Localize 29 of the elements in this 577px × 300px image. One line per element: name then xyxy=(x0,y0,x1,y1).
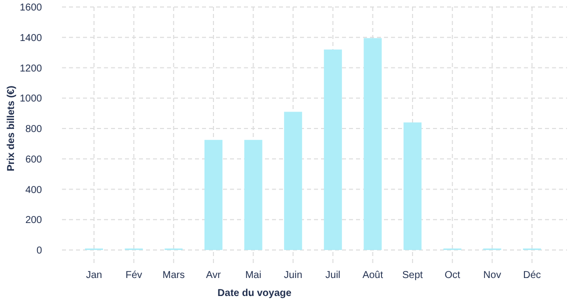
x-tick-label: Juil xyxy=(325,270,340,281)
y-tick-label: 400 xyxy=(25,184,42,196)
x-tick-label: Mai xyxy=(245,270,262,281)
x-tick-label: Jan xyxy=(86,270,102,281)
x-tick-label: Avr xyxy=(206,270,222,281)
y-tick-label: 1000 xyxy=(20,94,42,105)
y-tick-label: 600 xyxy=(25,154,42,166)
y-tick-label: 1600 xyxy=(20,2,42,14)
bar xyxy=(324,50,342,250)
y-tick-label: 200 xyxy=(25,215,42,226)
bar xyxy=(364,38,382,250)
x-tick-label: Déc xyxy=(523,270,541,281)
bar xyxy=(244,140,262,250)
y-tick-label: 0 xyxy=(36,246,42,256)
y-axis-title: Prix des billets (€) xyxy=(6,86,17,172)
x-tick-label: Juin xyxy=(284,270,302,281)
bar xyxy=(284,112,302,250)
y-tick-label: 1400 xyxy=(20,32,42,44)
x-tick-label: Oct xyxy=(444,270,460,281)
y-tick-label: 800 xyxy=(25,124,42,135)
x-tick-label: Nov xyxy=(483,270,502,281)
x-tick-label: Sept xyxy=(402,270,424,281)
x-axis-title: Date du voyage xyxy=(218,288,292,299)
bar xyxy=(404,122,422,250)
y-tick-label: 1200 xyxy=(20,63,42,74)
x-tick-label: Mars xyxy=(162,270,185,281)
bar xyxy=(204,140,222,250)
x-tick-label: Fév xyxy=(125,270,142,281)
x-tick-label: Août xyxy=(362,270,384,281)
